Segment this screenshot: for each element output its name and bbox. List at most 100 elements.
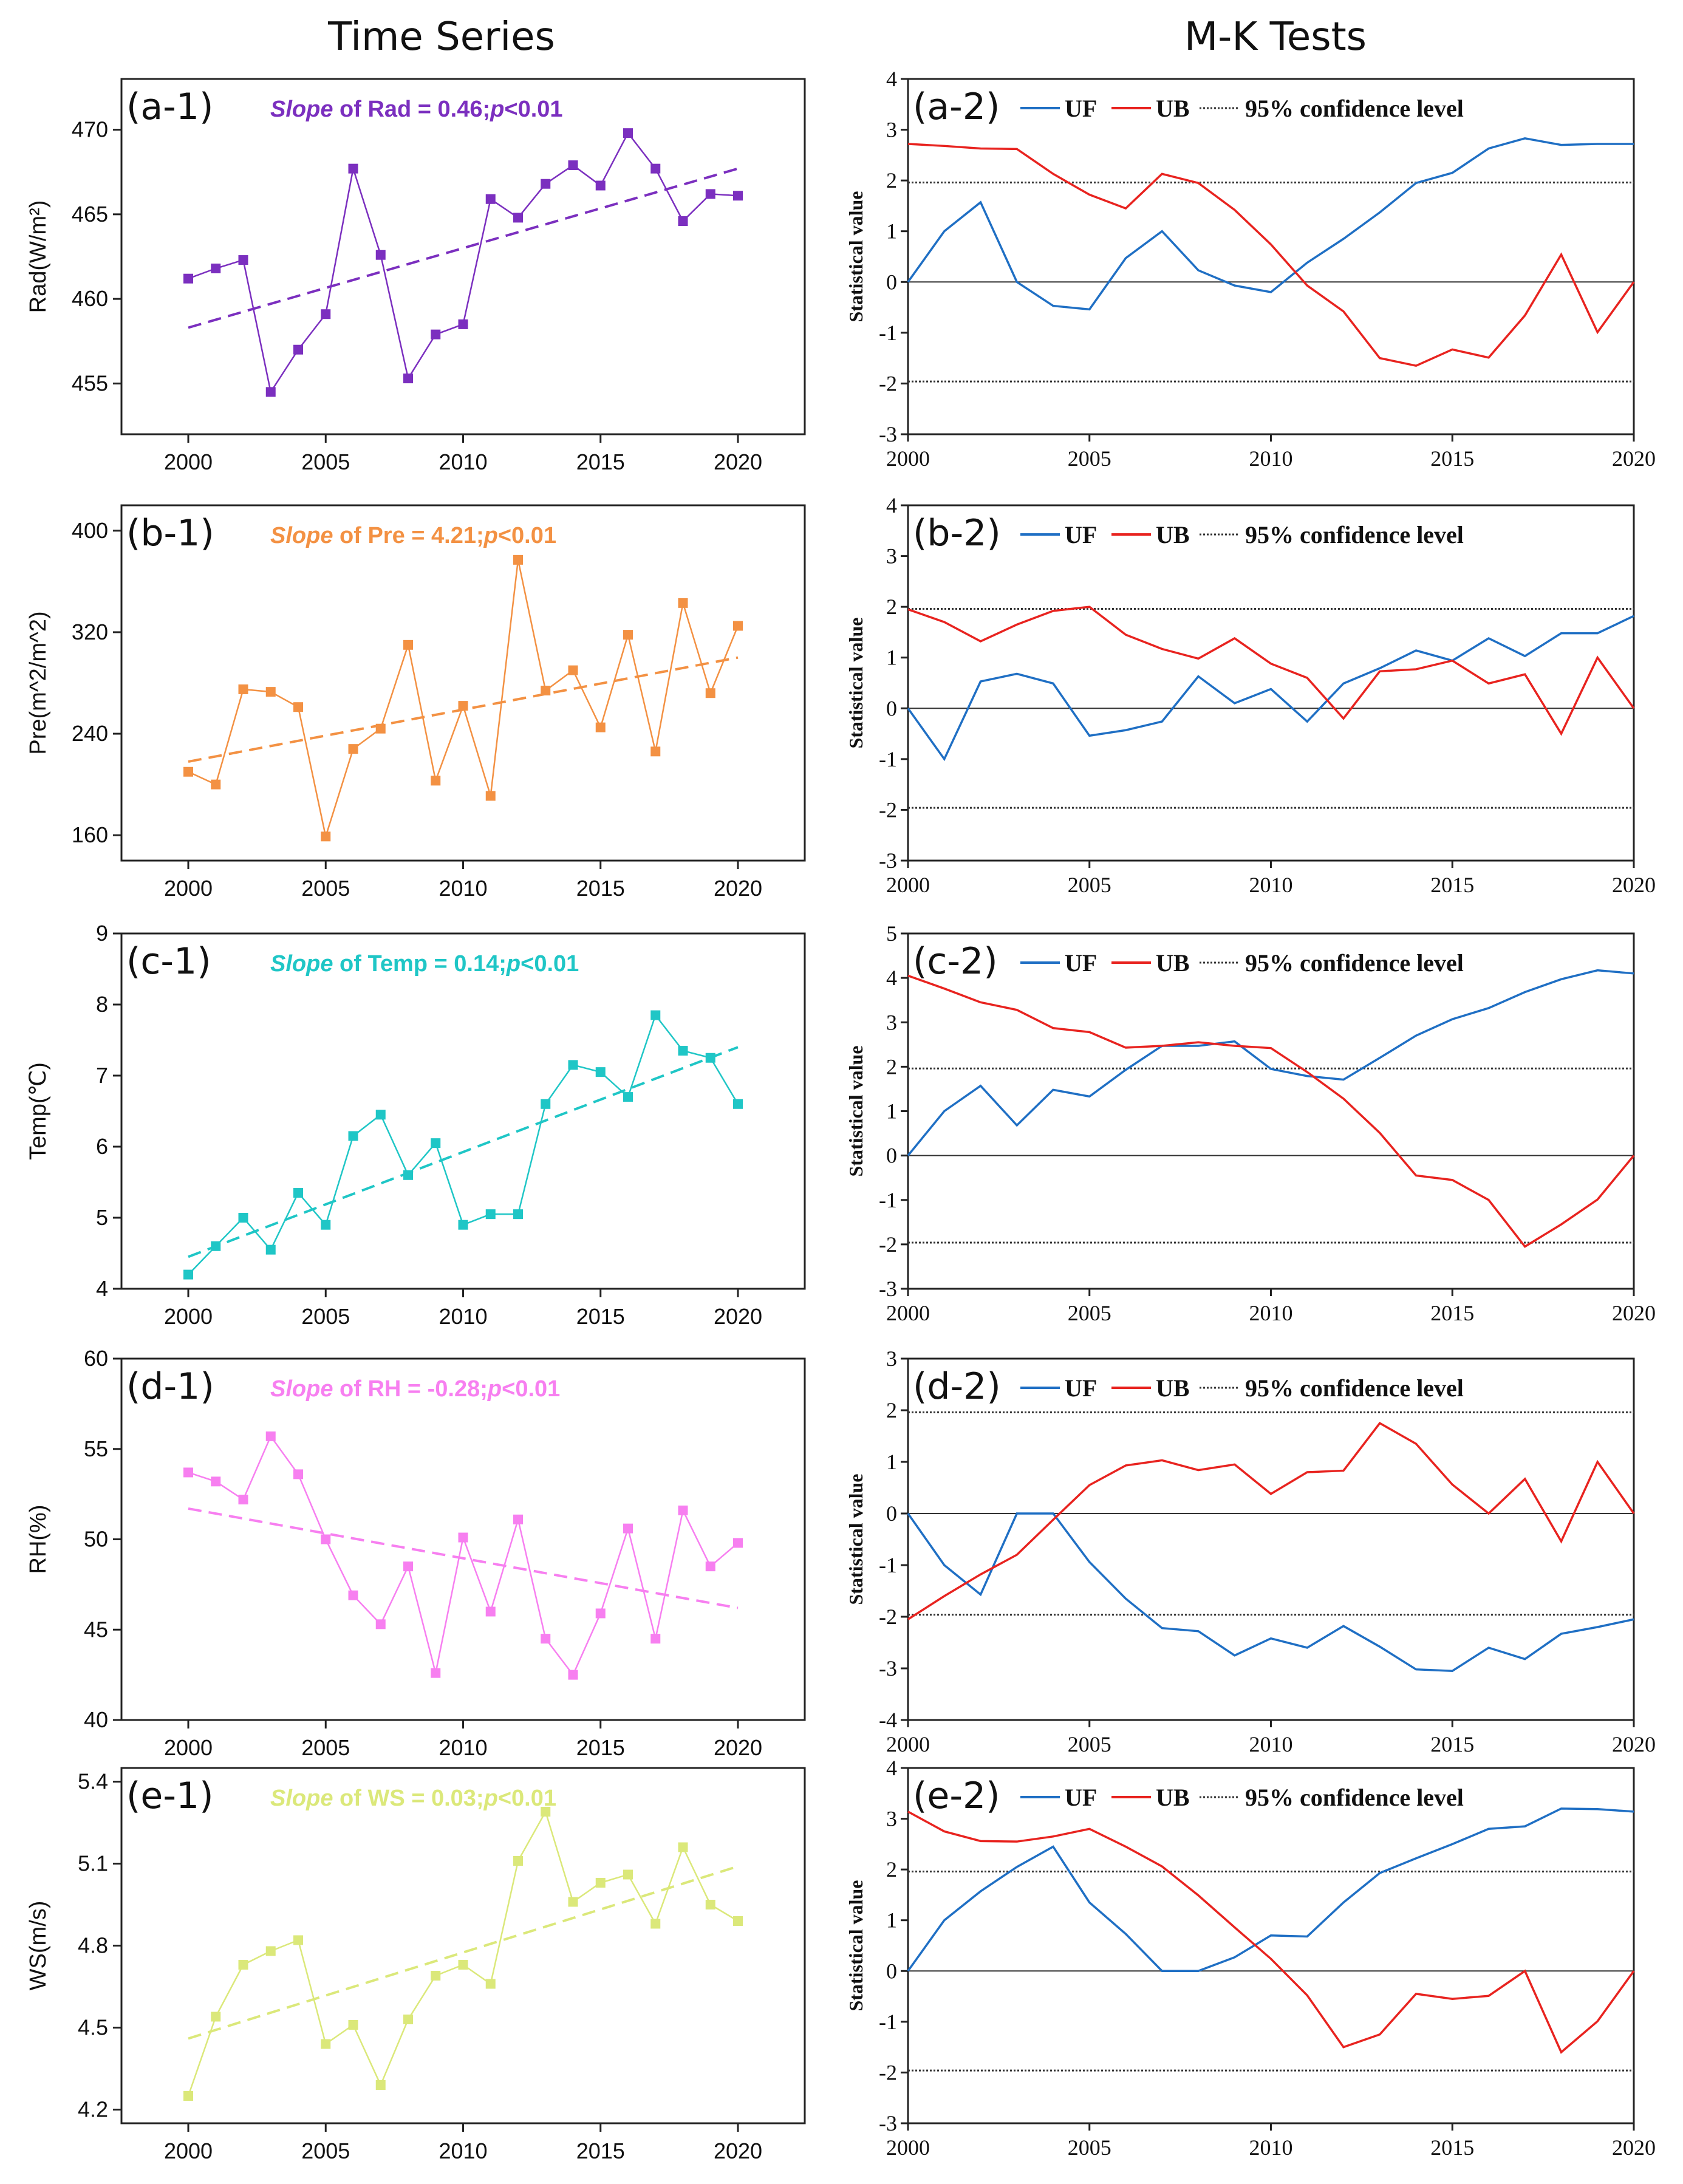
slope-word: Slope <box>270 97 333 122</box>
slope-word: Slope <box>270 1786 333 1811</box>
slope-text: of Pre = 4.21; <box>333 523 483 548</box>
data-point <box>650 1919 661 1929</box>
slope-annotation: Slope of RH = -0.28;p<0.01 <box>270 1376 560 1402</box>
y-tick-label: 5.4 <box>78 1769 108 1794</box>
data-point <box>348 1590 358 1600</box>
data-point <box>678 216 688 226</box>
uf-series-line <box>907 1512 1634 1673</box>
data-point <box>211 2012 221 2022</box>
data-point <box>595 1067 606 1077</box>
slope-annotation: Slope of Temp = 0.14;p<0.01 <box>270 951 579 977</box>
data-point <box>265 1946 276 1956</box>
slope-text: of RH = -0.28; <box>333 1376 487 1402</box>
y-tick-label: 6 <box>96 1134 108 1159</box>
legend-uf-label: UF <box>1065 521 1097 548</box>
legend-ub-label: UB <box>1156 1784 1190 1811</box>
y-tick-label: 0 <box>886 1959 897 1983</box>
y-tick-label: -2 <box>879 1232 897 1257</box>
data-point <box>348 744 358 754</box>
data-point <box>183 2091 193 2101</box>
y-tick-label: -2 <box>879 2060 897 2084</box>
y-axis-label: Statistical value <box>845 191 867 322</box>
y-tick-label: 8 <box>96 992 108 1017</box>
y-tick-label: -3 <box>879 848 897 873</box>
data-point <box>183 273 193 284</box>
legend-conf-label: 95% confidence level <box>1245 521 1464 548</box>
panel-label: (a-1) <box>126 86 213 128</box>
x-tick-label: 2020 <box>714 1735 762 1760</box>
legend-conf-label: 95% confidence level <box>1245 95 1464 122</box>
y-tick-label: 3 <box>886 118 897 142</box>
legend: UF UB 95% confidence level <box>1020 95 1464 122</box>
legend-ub-label: UB <box>1156 521 1190 548</box>
y-tick-label: 1 <box>886 1908 897 1933</box>
x-tick-label: 2015 <box>576 449 625 474</box>
x-tick-label: 2010 <box>1249 873 1293 897</box>
x-tick-label: 2010 <box>1249 2135 1293 2160</box>
data-point <box>595 722 606 732</box>
data-point <box>623 1523 633 1534</box>
y-tick-label: 4 <box>886 966 897 990</box>
slope-text: of WS = 0.03; <box>333 1786 483 1811</box>
y-tick-label: 50 <box>84 1527 108 1552</box>
legend: UF UB 95% confidence level <box>1020 949 1464 977</box>
data-point <box>733 1099 743 1109</box>
y-tick-label: -2 <box>879 371 897 395</box>
p-text: <0.01 <box>498 1786 556 1811</box>
x-tick-label: 2020 <box>1612 1301 1656 1325</box>
y-tick-label: -3 <box>879 1277 897 1301</box>
data-point <box>403 1561 413 1572</box>
x-tick-label: 2015 <box>1430 1301 1474 1325</box>
data-point <box>265 687 276 697</box>
y-tick-label: 2 <box>886 1857 897 1882</box>
x-tick-label: 2015 <box>1430 2135 1474 2160</box>
data-point <box>183 766 193 777</box>
data-point <box>403 2015 413 2024</box>
legend-ub-label: UB <box>1156 95 1190 122</box>
y-axis-label: WS(m/s) <box>26 1901 51 1991</box>
y-axis-label: Temp(℃) <box>26 1062 51 1160</box>
x-tick-label: 2005 <box>301 1735 350 1760</box>
data-point <box>348 2020 358 2030</box>
x-tick-label: 2005 <box>1068 873 1111 897</box>
x-tick-label: 2000 <box>886 1301 930 1325</box>
data-point <box>650 163 661 174</box>
y-tick-label: 240 <box>72 721 108 746</box>
ub-series-line <box>907 606 1635 736</box>
x-tick-label: 2010 <box>1249 1732 1293 1756</box>
legend-uf-label: UF <box>1065 1784 1097 1811</box>
y-tick-label: -1 <box>879 1188 897 1212</box>
x-tick-label: 2020 <box>1612 446 1656 471</box>
time-series-panel-d-1: 40 45 50 55 60 2000 2005 2010 2015 2020 RH(%) (d-1)… <box>26 1346 806 1760</box>
data-point <box>513 1856 523 1866</box>
y-tick-label: 1 <box>886 646 897 670</box>
panel-label: (d-1) <box>126 1365 214 1408</box>
y-tick-label: 0 <box>886 696 897 720</box>
data-point <box>568 1670 578 1680</box>
panel-label: (e-1) <box>126 1775 214 1817</box>
x-tick-label: 2020 <box>1612 1732 1656 1756</box>
data-point <box>265 1244 276 1255</box>
data-point <box>513 1514 523 1524</box>
slope-word: Slope <box>270 1376 333 1402</box>
ub-series-line <box>907 974 1635 1248</box>
y-tick-label: -3 <box>879 422 897 446</box>
legend-uf-label: UF <box>1065 949 1097 977</box>
x-tick-label: 2000 <box>164 1735 213 1760</box>
y-tick-label: 2 <box>886 1054 897 1079</box>
y-tick-label: 55 <box>84 1436 108 1461</box>
data-point <box>211 779 221 790</box>
legend-ub-label: UB <box>1156 1374 1190 1402</box>
trend-line <box>188 167 739 329</box>
y-tick-label: 3 <box>886 544 897 568</box>
mk-test-panel-d-2: -4 -3 -2 -1 0 1 2 3 2000 2005 2010 2015 2020 Statisti… <box>845 1346 1656 1756</box>
data-point <box>183 1269 193 1280</box>
x-tick-label: 2005 <box>301 449 350 474</box>
data-point <box>458 701 468 711</box>
data-point <box>595 180 606 191</box>
data-point <box>595 1608 606 1619</box>
y-tick-label: 0 <box>886 270 897 294</box>
y-tick-label: 4.8 <box>78 1933 108 1958</box>
data-point <box>513 213 523 223</box>
x-tick-label: 2010 <box>1249 446 1293 471</box>
